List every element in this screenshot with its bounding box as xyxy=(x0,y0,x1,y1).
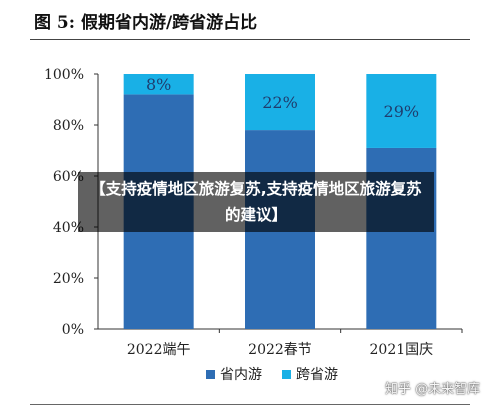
x-tick-label: 2022春节 xyxy=(248,342,312,358)
segment-data-label: 22% xyxy=(262,93,298,112)
overlay-banner[interactable]: 【支持疫情地区旅游复苏,支持疫情地区旅游复苏的建议】 xyxy=(78,172,434,232)
watermark: 知乎 @未来智库 xyxy=(385,382,481,397)
bar-segment-cross-province xyxy=(245,74,315,131)
y-tick-label: 0% xyxy=(62,322,84,338)
legend-label: 省内游 xyxy=(220,367,262,383)
header-rule xyxy=(30,39,470,40)
bar-segment-cross-province xyxy=(366,74,437,148)
y-tick-label: 40% xyxy=(53,220,84,236)
figure-header: 图 5: 假期省内游/跨省游占比 xyxy=(0,0,500,44)
y-tick-label: 20% xyxy=(53,271,84,287)
legend-swatch-provincial xyxy=(206,370,215,379)
bottom-rule xyxy=(30,404,470,405)
overlay-banner-text: 【支持疫情地区旅游复苏,支持疫情地区旅游复苏的建议】 xyxy=(90,180,422,224)
x-tick-label: 2021国庆 xyxy=(370,342,434,358)
y-tick-label: 80% xyxy=(53,118,84,134)
y-tick-label: 60% xyxy=(53,169,84,185)
segment-data-label: 8% xyxy=(146,75,171,94)
segment-data-label: 29% xyxy=(384,102,420,121)
bar-segment-cross-province xyxy=(123,74,194,95)
legend-label: 跨省游 xyxy=(296,367,338,383)
figure-title: 图 5: 假期省内游/跨省游占比 xyxy=(34,13,258,33)
x-tick-label: 2022端午 xyxy=(127,342,191,358)
y-tick-label: 100% xyxy=(44,67,84,83)
legend-swatch-cross-province xyxy=(282,370,291,379)
